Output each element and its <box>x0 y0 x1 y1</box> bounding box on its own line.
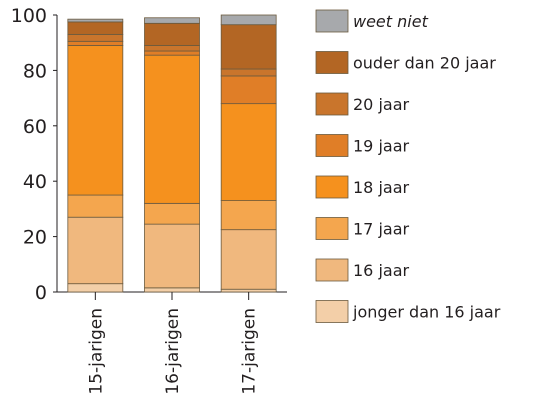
y-tick-label: 40 <box>23 171 47 193</box>
bars <box>67 14 277 300</box>
category-label: 16-jarigen <box>163 308 183 395</box>
x-axis-labels: 15-jarigen 16-jarigen 17-jarigen <box>86 308 259 395</box>
bar-segment <box>67 45 124 196</box>
y-tick-label: 80 <box>23 60 47 82</box>
bar-segment <box>220 288 277 293</box>
category-label: 17-jarigen <box>240 308 260 395</box>
bar-segment <box>67 216 124 285</box>
bar-segment <box>67 194 124 218</box>
bar-segment <box>144 22 200 46</box>
legend-label: ouder dan 20 jaar <box>353 54 496 73</box>
bar-segment <box>144 202 200 225</box>
bar-segment <box>67 33 124 42</box>
legend-swatch <box>315 217 349 240</box>
category-label: 15-jarigen <box>86 308 106 395</box>
legend-label: jonger dan 16 jaar <box>352 303 501 322</box>
bar-segment <box>220 68 277 77</box>
bar-segment <box>144 54 200 204</box>
bar-segment <box>144 287 200 293</box>
legend-label: 18 jaar <box>353 178 410 197</box>
legend-swatch <box>315 175 349 199</box>
bar-segment <box>220 14 277 26</box>
bar-segment <box>220 75 277 105</box>
y-tick-label: 60 <box>23 116 47 138</box>
bar-segment <box>220 24 277 70</box>
bar-segment <box>144 45 200 52</box>
bar-segment <box>144 17 200 24</box>
legend-label: 20 jaar <box>353 95 410 114</box>
legend-swatch <box>315 51 349 74</box>
legend-label: 17 jaar <box>353 220 410 239</box>
legend-label: 19 jaar <box>353 137 410 156</box>
legend: weet niet ouder dan 20 jaar 20 jaar 19 jaar… <box>315 9 501 323</box>
bar-segment <box>67 21 124 35</box>
bar-segment <box>144 50 200 56</box>
bar-segment <box>67 40 124 46</box>
legend-swatch <box>315 9 349 33</box>
legend-label: weet niet <box>353 12 429 31</box>
y-axis: 0 20 40 60 80 100 <box>11 5 287 304</box>
bar-segment <box>220 229 277 290</box>
legend-swatch <box>315 258 349 282</box>
legend-swatch <box>315 300 349 323</box>
legend-swatch <box>315 134 349 157</box>
legend-swatch <box>315 92 349 116</box>
bar-segment <box>144 223 200 289</box>
legend-label: 16 jaar <box>353 261 410 280</box>
y-tick-label: 100 <box>11 5 47 27</box>
y-tick-label: 20 <box>23 227 47 249</box>
bar-segment <box>67 18 124 23</box>
y-tick-label: 0 <box>35 282 47 304</box>
bar-segment <box>67 283 124 293</box>
bar-segment <box>220 103 277 201</box>
bar-segment <box>220 200 277 231</box>
